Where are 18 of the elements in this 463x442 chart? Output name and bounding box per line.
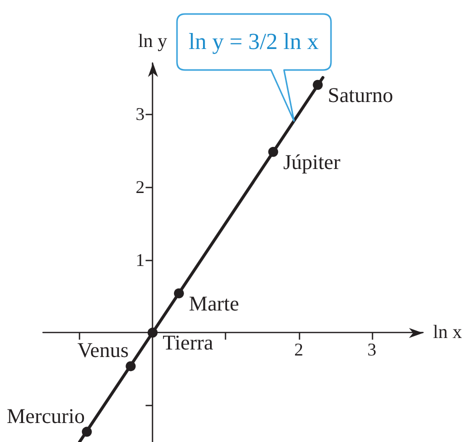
point — [174, 288, 184, 298]
point — [148, 328, 158, 338]
annotation: Venus — [77, 338, 129, 362]
y-tick-label: 2 — [136, 176, 145, 197]
annotation: Marte — [188, 291, 240, 316]
annotation: Mercurio — [6, 404, 85, 428]
point — [268, 146, 278, 157]
point — [312, 80, 323, 90]
annotation: Tierra — [162, 330, 214, 355]
x-axis-title: ln x — [433, 322, 463, 344]
point — [126, 361, 136, 372]
annotation: Júpiter — [283, 150, 340, 174]
annotation: Saturno — [328, 82, 394, 107]
point — [82, 426, 92, 437]
y-tick-label: 3 — [136, 104, 145, 124]
y-axis-title: ln y — [138, 31, 168, 52]
y-tick-label: 1 — [136, 250, 145, 270]
series-label: ln y = 3/2 ln x — [188, 28, 320, 56]
